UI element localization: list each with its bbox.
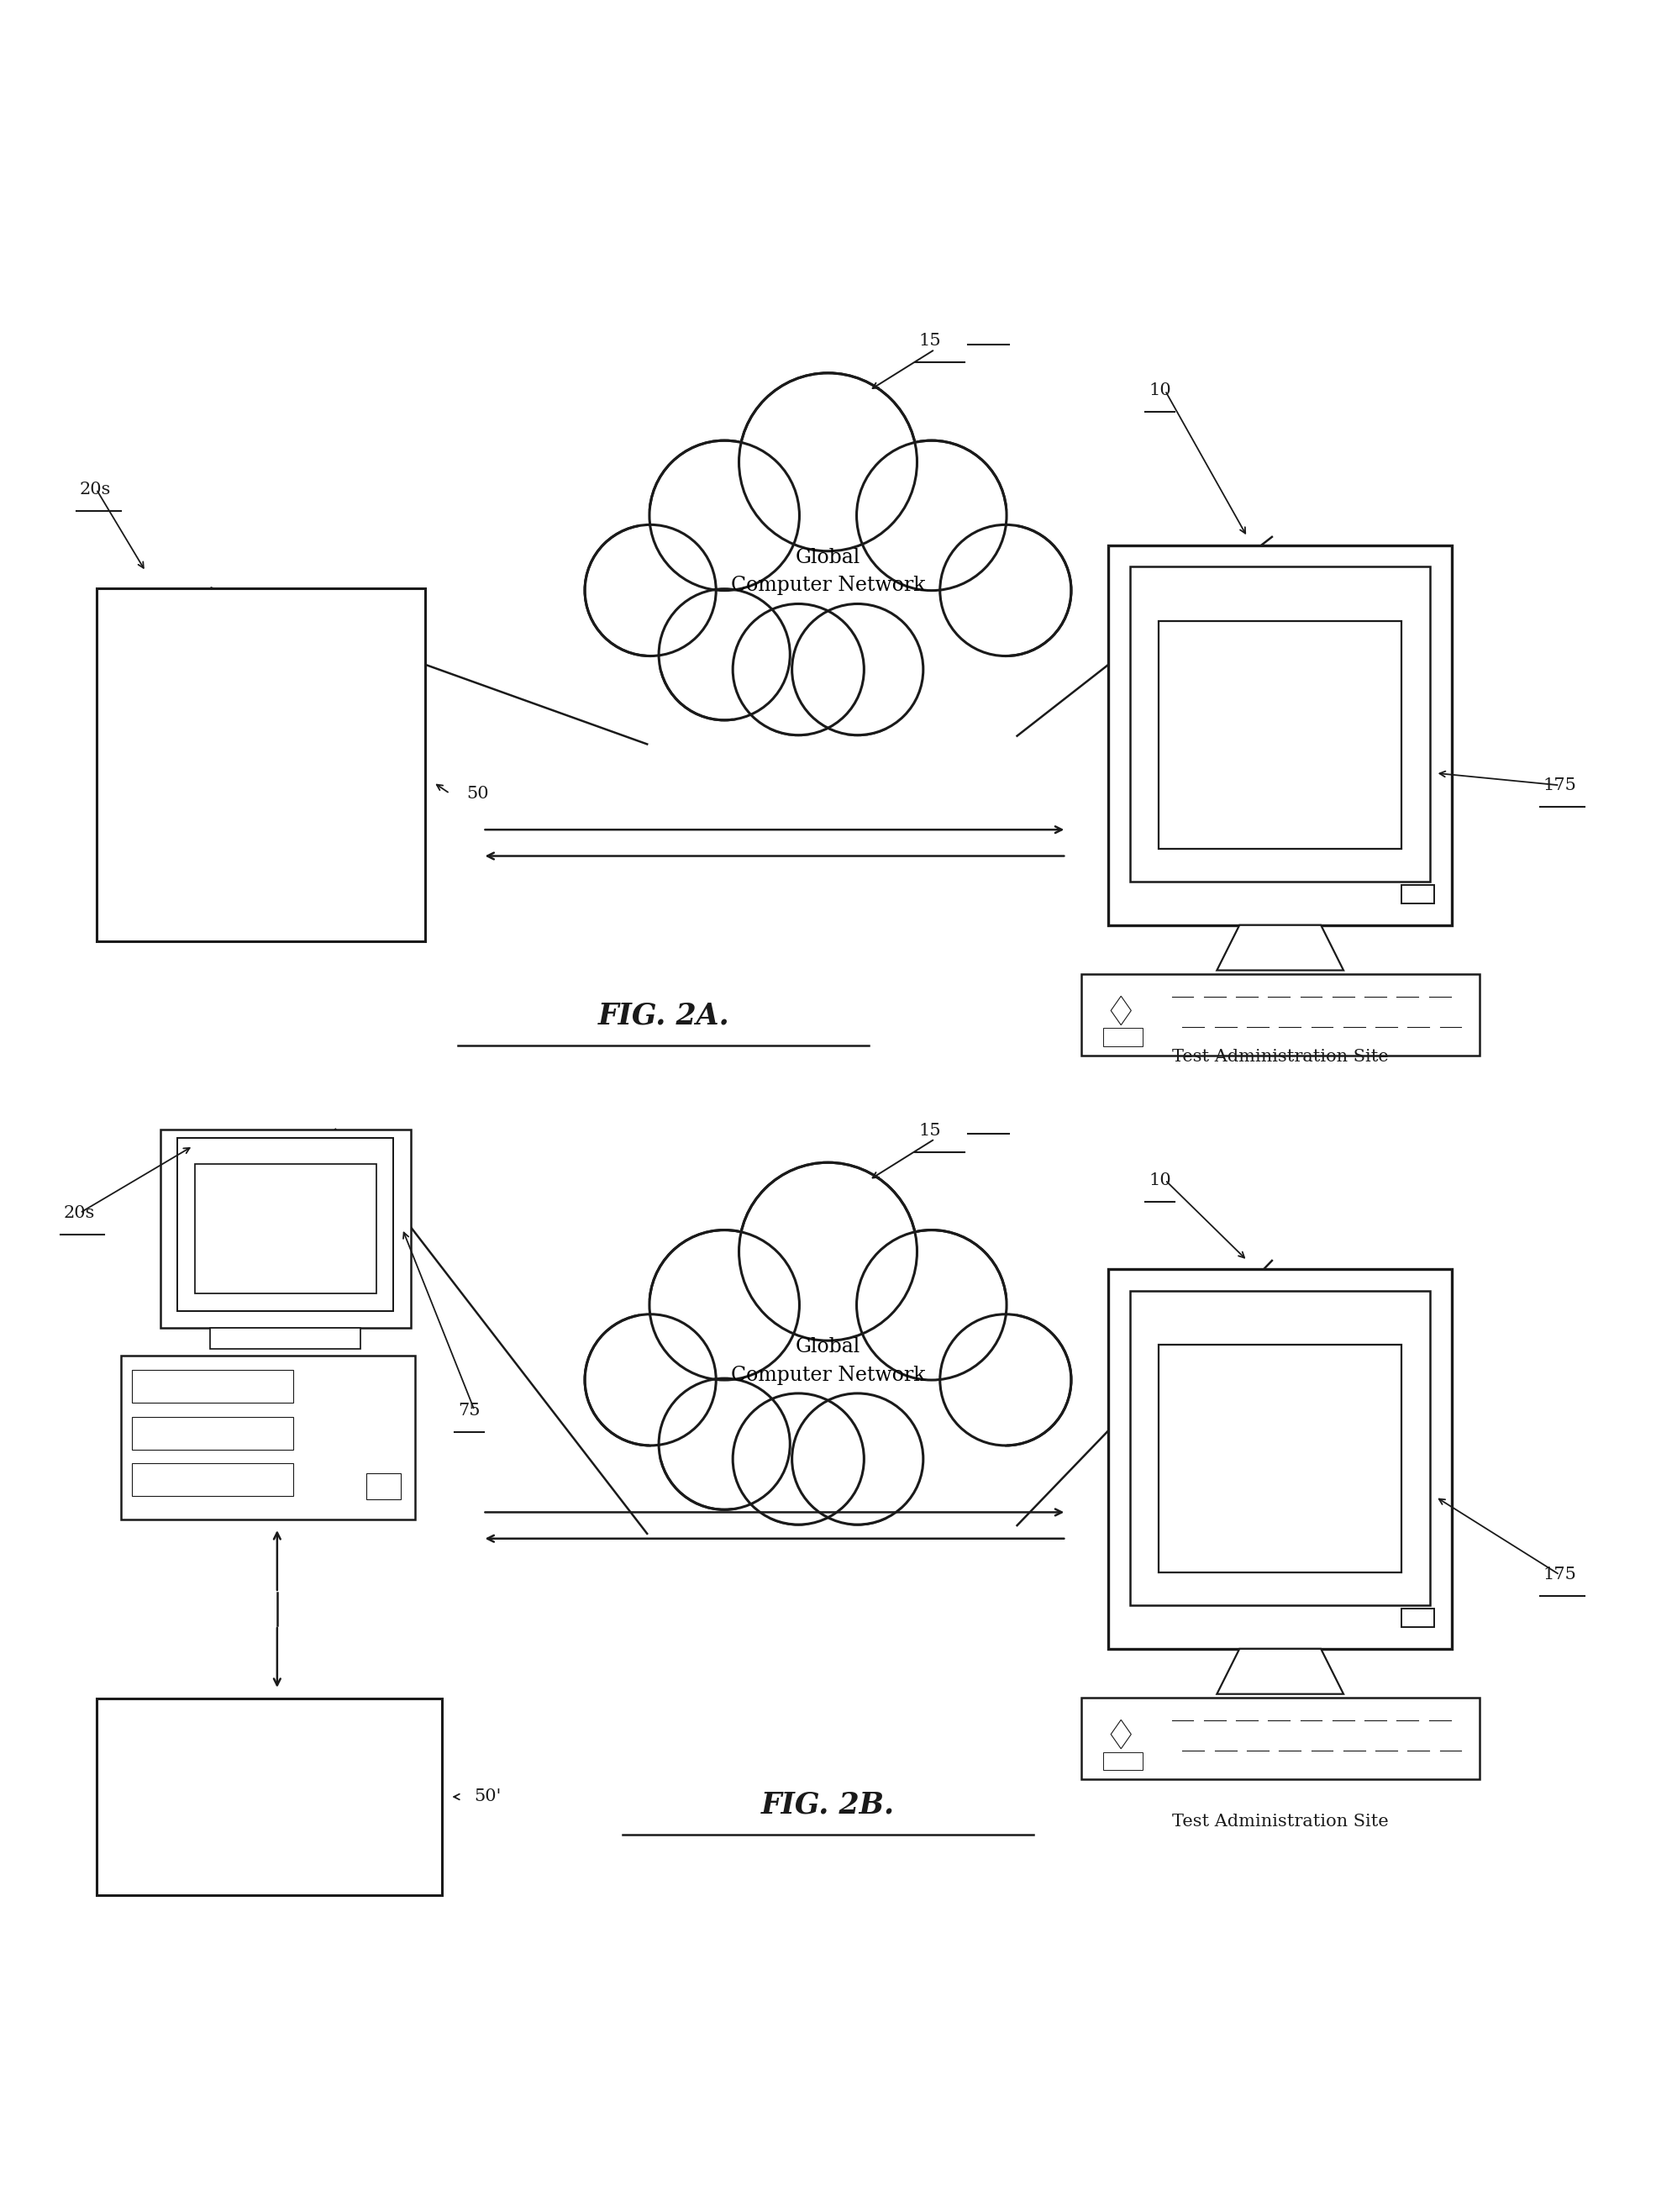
Text: 10: 10 [1149,1172,1171,1188]
FancyBboxPatch shape [132,1369,293,1402]
Text: 15: 15 [919,334,941,349]
Text: 15: 15 [919,1124,941,1139]
FancyBboxPatch shape [1129,566,1431,883]
Text: Test Administration Site: Test Administration Site [1172,1048,1388,1064]
Text: FIG. 2B.: FIG. 2B. [762,1792,894,1818]
Text: 175: 175 [1543,1566,1577,1584]
FancyBboxPatch shape [1401,1608,1434,1628]
Text: 175: 175 [1543,776,1577,794]
FancyBboxPatch shape [132,1416,293,1449]
Text: Global
Computer Network: Global Computer Network [730,1336,926,1385]
FancyBboxPatch shape [366,1473,401,1500]
FancyBboxPatch shape [96,1699,442,1896]
FancyBboxPatch shape [161,1130,411,1327]
FancyBboxPatch shape [210,1327,361,1349]
FancyBboxPatch shape [195,1164,376,1294]
Circle shape [856,1230,1007,1380]
FancyBboxPatch shape [1159,622,1401,849]
FancyBboxPatch shape [1108,1270,1452,1648]
FancyBboxPatch shape [1129,1290,1431,1606]
Circle shape [659,1378,790,1509]
FancyBboxPatch shape [1081,1697,1479,1778]
Text: 20s: 20s [63,1206,94,1221]
FancyBboxPatch shape [96,588,426,942]
FancyBboxPatch shape [1081,973,1479,1055]
Circle shape [856,440,1007,591]
Text: Global
Computer Network: Global Computer Network [730,549,926,595]
Circle shape [739,1164,917,1340]
Polygon shape [1217,925,1343,971]
Text: 10: 10 [1149,383,1171,398]
Circle shape [585,524,715,657]
FancyBboxPatch shape [121,1356,416,1520]
Circle shape [941,524,1071,657]
Circle shape [659,588,790,721]
Circle shape [941,1314,1071,1444]
Circle shape [792,1394,922,1524]
Circle shape [734,1394,864,1524]
Circle shape [739,374,917,551]
Ellipse shape [626,427,1030,737]
Circle shape [649,1230,800,1380]
Text: 20s: 20s [79,482,111,498]
Text: 50: 50 [467,785,489,801]
Text: FIG. 2A.: FIG. 2A. [598,1002,729,1031]
Text: 75: 75 [459,1402,480,1418]
Circle shape [585,1314,715,1444]
Ellipse shape [626,1217,1030,1526]
FancyBboxPatch shape [1159,1345,1401,1573]
Text: Test Administration Site: Test Administration Site [1172,1814,1388,1829]
Circle shape [734,604,864,734]
Circle shape [792,604,922,734]
FancyBboxPatch shape [1401,885,1434,902]
Polygon shape [1217,1648,1343,1694]
FancyBboxPatch shape [177,1137,392,1312]
FancyBboxPatch shape [132,1464,293,1495]
Text: 50': 50' [475,1790,502,1805]
FancyBboxPatch shape [1108,544,1452,925]
Circle shape [649,440,800,591]
